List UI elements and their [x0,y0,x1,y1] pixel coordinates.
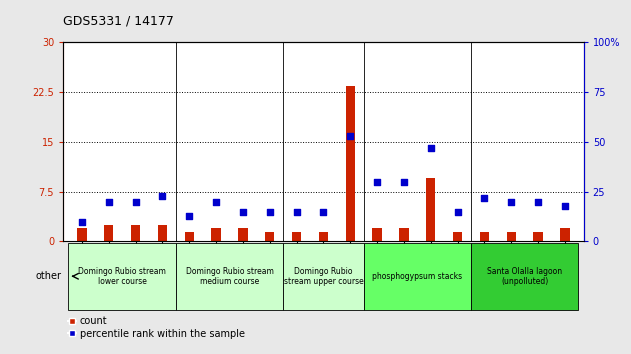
Legend: count, percentile rank within the sample: count, percentile rank within the sample [68,316,245,339]
Text: GDS5331 / 14177: GDS5331 / 14177 [63,14,174,27]
Point [264,209,274,215]
Bar [372,228,382,241]
Point [184,213,194,218]
Bar [292,232,301,241]
Bar [453,232,463,241]
FancyBboxPatch shape [363,243,471,310]
Point [319,209,329,215]
Point [292,209,302,215]
Text: Domingo Rubio
stream upper course: Domingo Rubio stream upper course [283,267,363,286]
Bar [184,232,194,241]
Point [157,193,167,199]
Bar [346,86,355,241]
Bar [104,225,114,241]
Text: Santa Olalla lagoon
(unpolluted): Santa Olalla lagoon (unpolluted) [487,267,562,286]
Point [480,195,490,200]
Bar [265,232,274,241]
Bar [507,232,516,241]
FancyBboxPatch shape [69,243,176,310]
Point [131,199,141,205]
FancyBboxPatch shape [176,243,283,310]
Bar [211,228,221,241]
FancyBboxPatch shape [471,243,578,310]
Bar [533,232,543,241]
FancyBboxPatch shape [283,243,363,310]
Point [103,199,114,205]
Point [533,199,543,205]
Point [399,179,409,184]
Bar [238,228,247,241]
Point [560,203,570,209]
Bar [426,178,435,241]
Point [238,209,248,215]
Point [426,145,436,151]
Point [345,133,355,139]
Point [211,199,221,205]
Text: Domingo Rubio stream
medium course: Domingo Rubio stream medium course [186,267,273,286]
Bar [158,225,167,241]
Bar [560,228,570,241]
Bar [319,232,328,241]
Bar [399,228,409,241]
Text: Domingo Rubio stream
lower course: Domingo Rubio stream lower course [78,267,166,286]
Point [372,179,382,184]
Text: phosphogypsum stacks: phosphogypsum stacks [372,272,463,281]
Point [77,219,87,224]
Bar [77,228,86,241]
Bar [131,225,140,241]
Point [506,199,516,205]
Text: other: other [36,271,62,281]
Bar [480,232,489,241]
Point [452,209,463,215]
